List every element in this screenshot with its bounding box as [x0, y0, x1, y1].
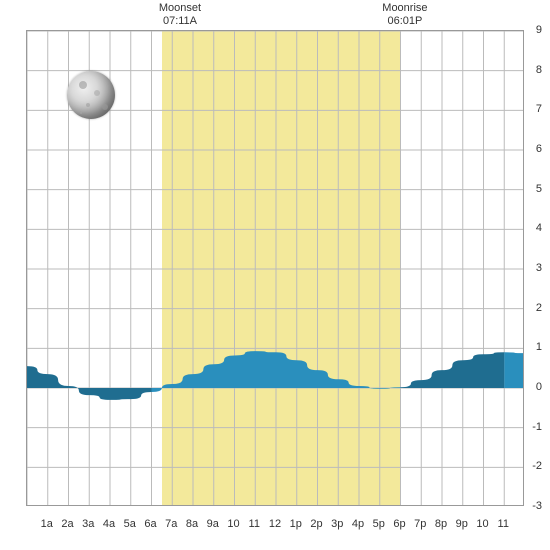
x-axis-labels: 1a2a3a4a5a6a7a8a9a1011121p2p3p4p5p6p7p8p… [26, 518, 524, 530]
y-axis-labels: -3-2-10123456789 [524, 30, 542, 506]
plot-area [26, 30, 524, 506]
moon-icon [67, 71, 115, 119]
event-time: 06:01P [375, 15, 435, 28]
event-time: 07:11A [150, 15, 210, 28]
event-name: Moonset [150, 2, 210, 15]
moonrise-label: Moonrise 06:01P [375, 2, 435, 28]
tide-chart: -3-2-10123456789 1a2a3a4a5a6a7a8a9a10111… [0, 0, 550, 550]
moonset-label: Moonset 07:11A [150, 2, 210, 28]
event-name: Moonrise [375, 2, 435, 15]
